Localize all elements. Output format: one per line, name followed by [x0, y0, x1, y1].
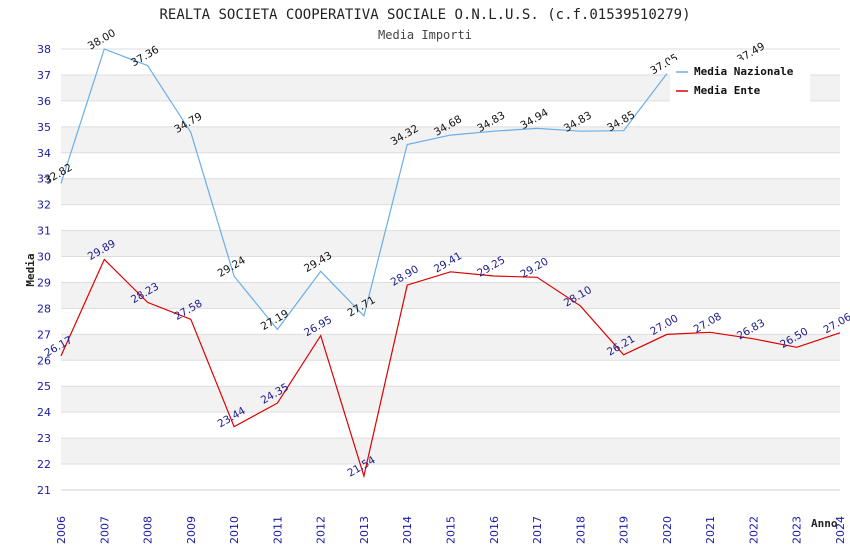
y-tick-label: 31	[37, 225, 51, 238]
grid-band	[61, 256, 840, 283]
x-tick-label: 2006	[55, 516, 68, 544]
grid-band	[61, 230, 840, 257]
legend-box	[670, 60, 810, 102]
x-tick-label: 2022	[747, 516, 760, 544]
y-tick-label: 33	[37, 173, 51, 186]
grid-band	[61, 126, 840, 153]
x-tick-label: 2008	[142, 516, 155, 544]
y-tick-label: 28	[37, 302, 51, 315]
grid-bands	[61, 49, 840, 490]
grid-band	[61, 464, 840, 490]
legend-label-nazionale: Media Nazionale	[694, 65, 794, 78]
x-tick-label: 2024	[834, 516, 847, 544]
y-tick-label: 25	[37, 380, 51, 393]
y-tick-label: 37	[37, 69, 51, 82]
legend-label-ente: Media Ente	[694, 84, 761, 97]
y-tick-label: 34	[37, 147, 51, 160]
y-tick-label: 22	[37, 458, 51, 471]
grid-band	[61, 100, 840, 127]
x-tick-label: 2014	[401, 516, 414, 544]
series-lines	[60, 48, 841, 479]
y-tick-label: 32	[37, 199, 51, 212]
y-tick-label: 24	[37, 406, 51, 419]
x-tick-label: 2010	[228, 516, 241, 544]
chart-title: REALTA SOCIETA COOPERATIVA SOCIALE O.N.L…	[159, 7, 690, 23]
grid-band	[61, 412, 840, 439]
x-tick-label: 2021	[704, 516, 717, 544]
y-tick-label: 35	[37, 121, 51, 134]
x-tick-label: 2017	[531, 516, 544, 544]
grid-band	[61, 178, 840, 205]
grid-band	[61, 282, 840, 309]
y-axis-label: Media	[24, 253, 37, 286]
y-tick-label: 27	[37, 328, 51, 341]
y-tick-label: 30	[37, 251, 51, 264]
x-tick-label: 2011	[271, 516, 284, 544]
series-line-nazionale	[60, 48, 668, 331]
series-line-ente	[60, 258, 841, 479]
x-tick-label: 2013	[358, 516, 371, 544]
x-tick-label: 2019	[618, 516, 631, 544]
chart-subtitle: Media Importi	[378, 28, 472, 42]
x-tick-label: 2018	[574, 516, 587, 544]
y-tick-label: 26	[37, 354, 51, 367]
y-tick-label: 29	[37, 276, 51, 289]
grid-band	[61, 152, 840, 179]
x-tick-labels: 2006 2007 2008 2009 2010 2011 2012 2013 2014 2015…	[55, 516, 847, 544]
x-tick-label: 2023	[791, 516, 804, 544]
x-axis-label: Anno	[811, 517, 838, 530]
x-tick-label: 2015	[445, 516, 458, 544]
x-tick-label: 2007	[98, 516, 111, 544]
grid-band	[61, 438, 840, 465]
x-tick-label: 2020	[661, 516, 674, 544]
gridlines	[61, 48, 840, 491]
legend: Media Nazionale Media Ente	[670, 60, 810, 102]
x-tick-label: 2009	[185, 516, 198, 544]
grid-band	[61, 204, 840, 231]
x-tick-label: 2016	[488, 516, 501, 544]
grid-band	[61, 386, 840, 413]
y-tick-label: 36	[37, 95, 51, 108]
y-tick-label: 38	[37, 43, 51, 56]
y-tick-labels: 21 22 23 24 25 26 27 28 29 30 31 32 33 34 35 36 37 38	[37, 43, 51, 497]
grid-band	[61, 334, 840, 361]
x-tick-label: 2012	[315, 516, 328, 544]
grid-band	[61, 308, 840, 335]
y-tick-label: 21	[37, 484, 51, 497]
y-tick-label: 23	[37, 432, 51, 445]
grid-band	[61, 360, 840, 387]
